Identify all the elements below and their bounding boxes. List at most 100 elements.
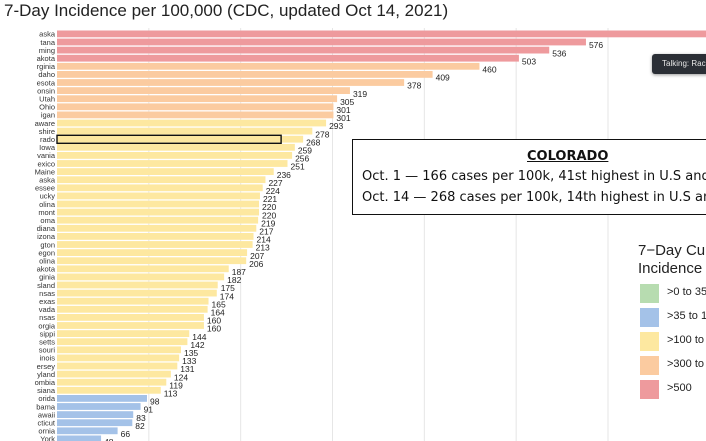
category-label-50: York [40,435,55,441]
bar-14 [57,143,295,151]
category-label-21: olina [39,200,56,209]
bar-26 [57,241,253,248]
value-label-17: 236 [277,170,291,180]
bar-35 [57,314,204,321]
callout-title: COLORADO [527,149,609,164]
bar-12 [57,127,313,135]
bar-50 [57,435,102,441]
category-label-39: souri [39,346,56,355]
value-label-14: 259 [298,146,312,156]
category-label-24: diana [37,224,56,233]
bar-5 [57,71,433,78]
value-label-39: 135 [184,348,198,358]
value-label-43: 119 [169,380,183,390]
legend-label: >100 to [667,334,705,346]
bar-8 [57,95,338,103]
bar-32 [57,289,217,297]
category-label-6: esota [37,78,56,87]
category-label-33: exas [39,297,55,306]
value-label-19: 224 [266,186,280,196]
category-label-4: rginia [37,62,56,71]
bar-13 [57,135,304,143]
bar-30 [57,273,225,281]
category-label-38: setts [39,338,55,347]
value-label-38: 142 [190,340,204,350]
bar-47 [57,411,134,418]
category-label-22: mont [38,208,56,217]
value-label-44: 113 [164,389,178,399]
bar-1 [57,38,586,46]
category-label-46: bama [36,402,56,411]
bar-48 [57,419,133,427]
value-label-4: 460 [482,65,496,75]
category-label-12: shire [39,127,55,136]
category-label-43: ombia [35,378,56,387]
talking-tooltip: Talking: Rache [652,54,706,74]
value-label-31: 175 [221,283,235,293]
chart-title: 7-Day Incidence per 100,000 (CDC, update… [4,1,449,20]
highlight-outline [56,134,282,145]
category-label-11: aware [35,119,55,128]
value-label-49: 66 [121,429,131,439]
legend-swatch [640,380,659,399]
category-label-2: ming [39,46,55,55]
value-label-27: 207 [250,251,264,261]
category-label-13: rado [40,135,55,144]
bar-0 [57,30,706,38]
category-label-35: nsas [39,313,55,322]
bar-27 [57,249,248,256]
legend-label: >500 [667,382,692,394]
category-label-27: egon [38,248,55,257]
bar-22 [57,208,260,216]
bar-37 [57,330,190,337]
legend-swatch [640,332,659,351]
category-label-26: gton [40,240,55,249]
legend-title-line2: Incidence [638,260,703,277]
category-label-16: exico [37,159,55,168]
value-label-48: 82 [135,421,145,431]
value-label-50: 48 [104,437,114,441]
category-label-8: Utah [39,95,55,104]
value-label-1: 576 [589,40,603,50]
category-label-30: ginia [39,273,56,282]
value-label-3: 503 [522,56,536,66]
category-label-34: vada [39,305,56,314]
bar-15 [57,152,293,159]
bar-17 [57,168,274,175]
category-label-0: aska [39,30,56,39]
category-label-48: cticut [37,419,55,428]
value-label-41: 131 [180,364,194,374]
value-label-42: 124 [174,372,188,382]
value-label-11: 293 [329,121,343,131]
value-label-16: 251 [291,162,305,172]
value-label-20: 221 [263,194,277,204]
category-label-14: Iowa [39,143,56,152]
category-label-5: daho [38,70,55,79]
value-label-36: 160 [207,324,221,334]
bar-19 [57,184,263,192]
bar-49 [57,427,118,435]
value-label-2: 536 [552,48,566,58]
bar-20 [57,192,260,200]
value-label-23: 219 [261,218,275,228]
value-label-37: 144 [192,332,206,342]
bar-3 [57,54,519,62]
bar-24 [57,224,257,232]
legend-swatch [640,284,659,303]
bar-44 [57,386,161,394]
value-label-40: 133 [182,356,196,366]
value-label-45: 98 [150,397,160,407]
value-label-24: 217 [259,227,273,237]
category-label-29: akota [37,265,56,274]
bar-41 [57,362,178,370]
bar-23 [57,216,259,224]
category-label-15: vania [37,151,56,160]
category-label-47: awaii [38,410,55,419]
bar-29 [57,265,229,273]
bar-7 [57,87,350,94]
value-label-25: 214 [257,235,271,245]
callout-line-oct1: Oct. 1 — 166 cases per 100k, 41st highes… [362,169,706,184]
category-label-37: sippi [40,329,56,338]
category-label-31: sland [37,281,55,290]
